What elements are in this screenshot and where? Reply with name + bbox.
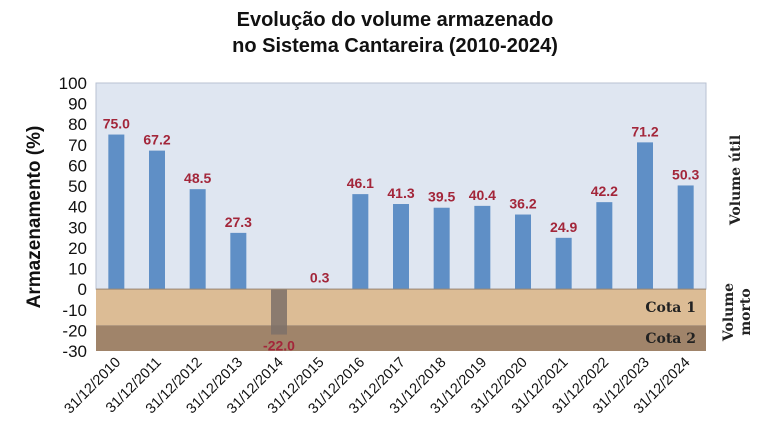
data-label: 27.3 — [225, 214, 252, 230]
chart-title-line-2: no Sistema Cantareira (2010-2024) — [232, 35, 558, 57]
y-tick-label: 50 — [68, 177, 87, 196]
bar — [271, 289, 287, 335]
bar — [555, 237, 572, 290]
y-tick-label: -20 — [62, 321, 87, 340]
band-label-2: Cota 2 — [645, 331, 696, 347]
bar — [596, 202, 613, 290]
bar — [637, 142, 653, 290]
chart-title-line-1: Evolução do volume armazenado — [237, 9, 554, 31]
bar — [108, 134, 125, 290]
y-tick-label: 10 — [68, 260, 87, 279]
data-label: 24.9 — [550, 219, 577, 235]
data-label: 36.2 — [509, 196, 536, 212]
band-2 — [96, 325, 706, 351]
data-label: 41.3 — [387, 185, 414, 201]
data-label: 71.2 — [631, 123, 658, 139]
y-tick-label: -30 — [62, 342, 87, 361]
data-label: 42.2 — [591, 183, 618, 199]
bar — [677, 185, 694, 290]
bar — [515, 214, 531, 290]
data-label: 67.2 — [143, 132, 170, 148]
data-label: 0.3 — [310, 270, 330, 286]
data-label: 50.3 — [672, 166, 699, 182]
zone-label-dead-2: morto — [738, 288, 754, 335]
y-tick-label: 0 — [78, 280, 87, 299]
y-tick-label: 20 — [68, 239, 87, 258]
y-tick-label: -10 — [62, 301, 87, 320]
bar — [433, 207, 450, 290]
zone-label-dead-1: Volume — [721, 283, 737, 342]
data-label: 40.4 — [469, 187, 496, 203]
bar — [230, 232, 247, 290]
y-tick-label: 90 — [68, 95, 87, 114]
y-tick-label: 100 — [59, 74, 87, 93]
bar — [352, 194, 369, 290]
data-label: 46.1 — [347, 175, 374, 191]
bar — [474, 205, 491, 290]
y-tick-label: 30 — [68, 218, 87, 237]
data-label: 48.5 — [184, 170, 211, 186]
y-tick-label: 70 — [68, 136, 87, 155]
zone-label-useful: Volume útil — [728, 135, 744, 226]
data-label: 75.0 — [103, 116, 130, 132]
data-label: -22.0 — [263, 338, 295, 354]
band-1 — [96, 289, 706, 326]
y-tick-label: 80 — [68, 115, 87, 134]
y-tick-label: 40 — [68, 198, 87, 217]
y-tick-label: 60 — [68, 156, 87, 175]
bar — [189, 189, 206, 290]
y-axis-label: Armazenamento (%) — [24, 126, 45, 309]
data-label: 39.5 — [428, 189, 455, 205]
bar — [393, 204, 409, 290]
band-label-1: Cota 1 — [645, 300, 696, 316]
bar — [149, 150, 165, 290]
